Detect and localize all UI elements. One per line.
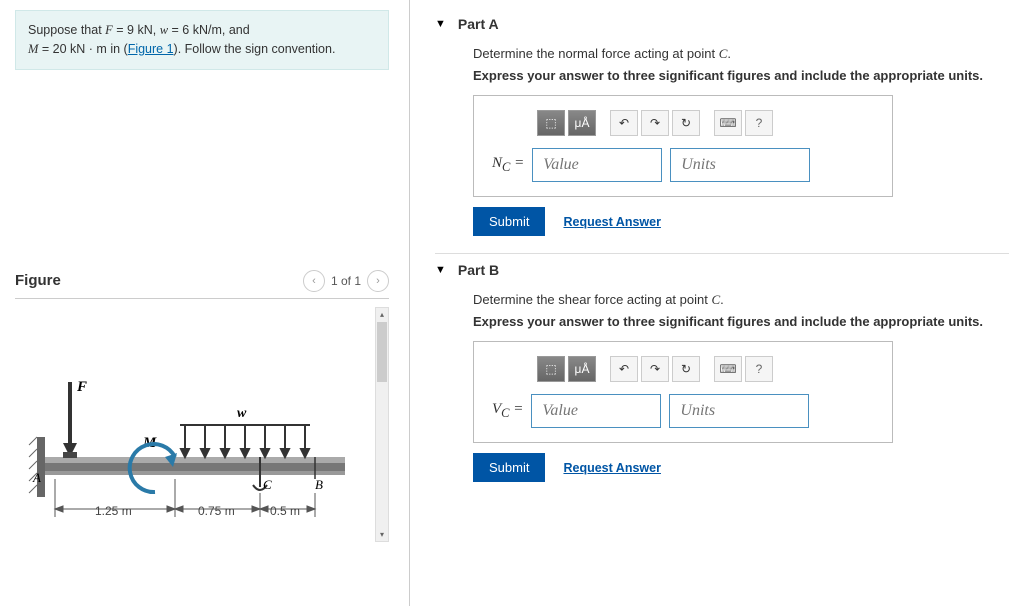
- keyboard-icon[interactable]: ⌨: [714, 356, 742, 382]
- pager-prev-button[interactable]: ‹: [303, 270, 325, 292]
- scroll-down-icon[interactable]: ▾: [376, 528, 388, 541]
- part-b-header[interactable]: ▼ Part B: [435, 256, 1009, 284]
- svg-text:1.25 m: 1.25 m: [95, 504, 132, 518]
- text: ). Follow the sign convention.: [174, 42, 336, 56]
- svg-text:A: A: [32, 470, 41, 485]
- part-a-answer-box: ⬚ μÅ ↶ ↷ ↻ ⌨ ? NC =: [473, 95, 893, 197]
- part-b-prompt: Determine the shear force acting at poin…: [473, 292, 1009, 308]
- redo-icon[interactable]: ↷: [641, 110, 669, 136]
- var-w: w: [160, 23, 168, 37]
- var-label-nc: NC =: [492, 155, 524, 175]
- var-F: F: [105, 23, 113, 37]
- part-b-answer-box: ⬚ μÅ ↶ ↷ ↻ ⌨ ? VC =: [473, 341, 893, 443]
- redo-icon[interactable]: ↷: [641, 356, 669, 382]
- keyboard-icon[interactable]: ⌨: [714, 110, 742, 136]
- reset-icon[interactable]: ↻: [672, 356, 700, 382]
- request-answer-link[interactable]: Request Answer: [563, 461, 660, 475]
- text: Determine the normal force acting at poi…: [473, 46, 719, 61]
- text: Determine the shear force acting at poin…: [473, 292, 711, 307]
- part-a-title: Part A: [458, 16, 499, 32]
- template-tool-icon[interactable]: ⬚: [537, 110, 565, 136]
- figure-link[interactable]: Figure 1: [128, 42, 174, 56]
- value-input[interactable]: [532, 148, 662, 182]
- text: = 20 kN · m in (: [38, 42, 127, 56]
- help-icon[interactable]: ?: [745, 356, 773, 382]
- figure-scrollbar[interactable]: ▴ ▾: [375, 307, 389, 542]
- template-tool-icon[interactable]: ⬚: [537, 356, 565, 382]
- svg-text:F: F: [76, 379, 87, 395]
- units-input[interactable]: [670, 148, 810, 182]
- units-tool-icon[interactable]: μÅ: [568, 110, 596, 136]
- submit-button[interactable]: Submit: [473, 207, 545, 236]
- submit-button[interactable]: Submit: [473, 453, 545, 482]
- problem-statement: Suppose that F = 9 kN, w = 6 kN/m, and M…: [15, 10, 389, 70]
- var-C: C: [711, 292, 720, 307]
- units-input[interactable]: [669, 394, 809, 428]
- caret-down-icon: ▼: [435, 18, 446, 30]
- var-M: M: [28, 42, 38, 56]
- text: = 9 kN,: [113, 23, 160, 37]
- scroll-thumb[interactable]: [377, 322, 387, 382]
- part-a-instruction: Express your answer to three significant…: [473, 68, 1009, 83]
- figure-title: Figure: [15, 272, 61, 289]
- text: = 6 kN/m, and: [168, 23, 250, 37]
- part-b-title: Part B: [458, 262, 499, 278]
- pager-next-button[interactable]: ›: [367, 270, 389, 292]
- undo-icon[interactable]: ↶: [610, 110, 638, 136]
- text: Suppose that: [28, 23, 105, 37]
- caret-down-icon: ▼: [435, 264, 446, 276]
- undo-icon[interactable]: ↶: [610, 356, 638, 382]
- svg-text:C: C: [263, 477, 272, 492]
- units-tool-icon[interactable]: μÅ: [568, 356, 596, 382]
- var-label-vc: VC =: [492, 401, 523, 421]
- svg-text:0.5 m: 0.5 m: [270, 504, 300, 518]
- divider: [435, 253, 1009, 254]
- part-a-header[interactable]: ▼ Part A: [435, 10, 1009, 38]
- svg-text:w: w: [237, 406, 247, 421]
- text: .: [727, 46, 731, 61]
- part-b-instruction: Express your answer to three significant…: [473, 314, 1009, 329]
- text: .: [720, 292, 724, 307]
- part-a-prompt: Determine the normal force acting at poi…: [473, 46, 1009, 62]
- reset-icon[interactable]: ↻: [672, 110, 700, 136]
- pager-text: 1 of 1: [331, 274, 361, 288]
- svg-text:0.75 m: 0.75 m: [198, 504, 235, 518]
- svg-text:B: B: [315, 477, 323, 492]
- value-input[interactable]: [531, 394, 661, 428]
- figure-pager: ‹ 1 of 1 ›: [303, 270, 389, 292]
- figure-diagram: F M w: [15, 307, 375, 542]
- request-answer-link[interactable]: Request Answer: [563, 215, 660, 229]
- help-icon[interactable]: ?: [745, 110, 773, 136]
- scroll-up-icon[interactable]: ▴: [376, 308, 388, 321]
